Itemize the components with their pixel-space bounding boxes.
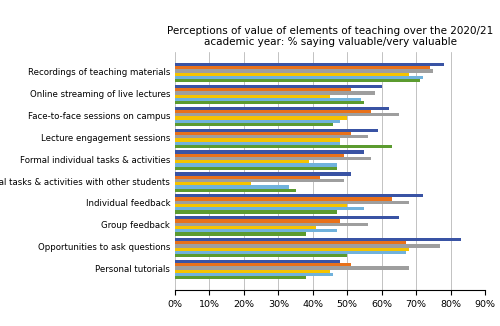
- Bar: [175, 95, 330, 98]
- Bar: [175, 172, 350, 176]
- Bar: [175, 63, 444, 66]
- Bar: [175, 141, 340, 145]
- Bar: [175, 132, 350, 135]
- Bar: [175, 229, 337, 232]
- Bar: [175, 107, 388, 110]
- Bar: [175, 179, 344, 182]
- Bar: [175, 270, 330, 273]
- Bar: [175, 110, 372, 113]
- Bar: [175, 176, 320, 179]
- Bar: [175, 263, 350, 266]
- Bar: [175, 120, 340, 123]
- Bar: [175, 244, 440, 248]
- Bar: [175, 66, 430, 69]
- Bar: [175, 73, 409, 76]
- Bar: [175, 101, 364, 104]
- Bar: [175, 276, 306, 279]
- Bar: [175, 113, 399, 116]
- Bar: [175, 188, 296, 192]
- Bar: [175, 128, 378, 132]
- Bar: [175, 273, 334, 276]
- Bar: [175, 69, 434, 73]
- Bar: [175, 260, 340, 263]
- Bar: [175, 76, 423, 79]
- Bar: [175, 201, 409, 204]
- Bar: [175, 163, 337, 167]
- Bar: [175, 160, 310, 163]
- Bar: [175, 226, 316, 229]
- Bar: [175, 157, 372, 160]
- Title: Perceptions of value of elements of teaching over the 2020/21
academic year: % s: Perceptions of value of elements of teac…: [167, 26, 493, 47]
- Bar: [175, 251, 406, 254]
- Bar: [175, 151, 364, 154]
- Bar: [175, 216, 399, 219]
- Bar: [175, 85, 382, 88]
- Bar: [175, 79, 420, 82]
- Bar: [175, 185, 288, 188]
- Bar: [175, 194, 423, 198]
- Bar: [175, 223, 368, 226]
- Bar: [175, 254, 347, 258]
- Bar: [175, 154, 344, 157]
- Bar: [175, 198, 392, 201]
- Bar: [175, 241, 406, 244]
- Bar: [175, 145, 392, 148]
- Bar: [175, 207, 364, 211]
- Bar: [175, 204, 347, 207]
- Bar: [175, 248, 409, 251]
- Bar: [175, 266, 409, 270]
- Bar: [175, 167, 337, 170]
- Bar: [175, 91, 375, 95]
- Bar: [175, 88, 350, 91]
- Bar: [175, 138, 340, 141]
- Bar: [175, 135, 368, 138]
- Bar: [175, 232, 306, 236]
- Bar: [175, 211, 337, 214]
- Bar: [175, 182, 251, 185]
- Bar: [175, 219, 340, 223]
- Bar: [175, 98, 361, 101]
- Bar: [175, 123, 334, 126]
- Bar: [175, 238, 461, 241]
- Bar: [175, 116, 347, 120]
